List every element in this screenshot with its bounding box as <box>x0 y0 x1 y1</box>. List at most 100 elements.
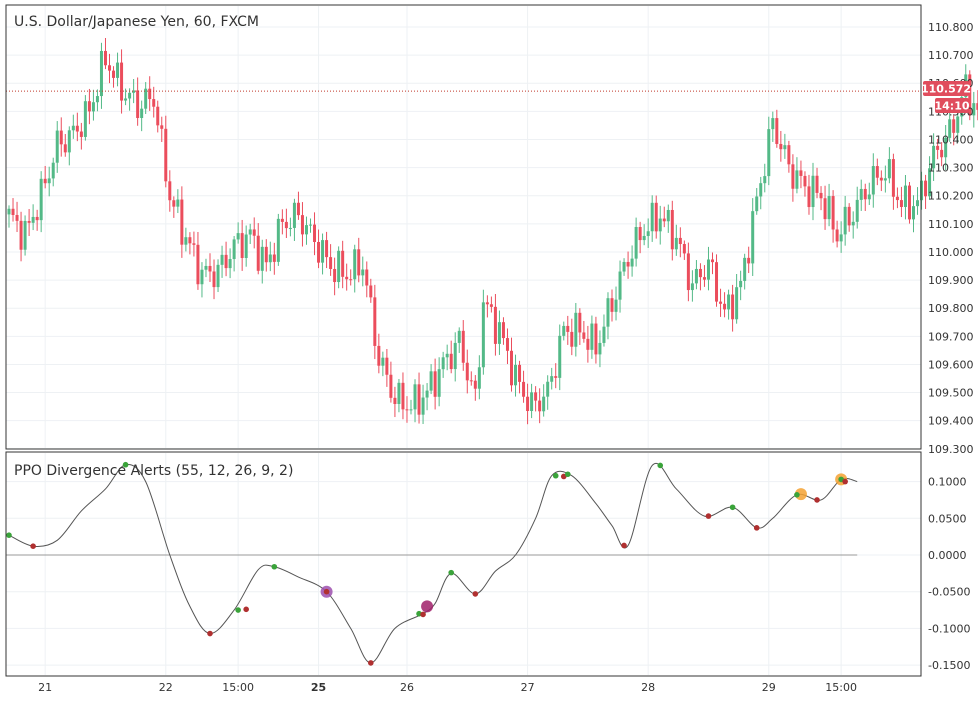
candle-body <box>956 116 960 133</box>
candle-body <box>815 175 819 193</box>
indicator-axis-tick: -0.1500 <box>928 659 970 672</box>
pivot-dot-red <box>323 588 330 595</box>
candle-body <box>296 202 300 216</box>
candle-body <box>437 369 441 397</box>
candle-body <box>972 103 976 116</box>
candle-body <box>425 390 429 398</box>
candle-body <box>630 258 634 267</box>
candle-body <box>79 131 83 137</box>
candle-body <box>903 185 907 207</box>
candle-body <box>369 285 373 298</box>
candle-body <box>441 357 445 370</box>
candle-body <box>554 376 558 378</box>
candle-body <box>421 397 425 415</box>
candle-body <box>164 128 168 182</box>
time-axis-tick: 15:00 <box>825 681 857 694</box>
candle-body <box>924 180 928 197</box>
candle-body <box>759 183 763 197</box>
candle-body <box>614 299 618 312</box>
candle-body <box>570 331 574 347</box>
candle-body <box>272 254 276 262</box>
candle-body <box>19 220 23 250</box>
candle-body <box>385 357 389 375</box>
candle-body <box>912 206 915 220</box>
price-axis-tick: 109.600 <box>928 358 974 371</box>
oscillator-layer <box>6 461 858 666</box>
candle-body <box>208 265 212 272</box>
pivot-dot-green <box>729 504 736 511</box>
candle-body <box>63 144 67 153</box>
price-axis-tick: 109.800 <box>928 302 974 315</box>
candle-body <box>775 118 779 144</box>
candle-body <box>156 106 160 126</box>
candle-body <box>59 130 63 145</box>
candle-body <box>747 257 751 264</box>
candle-body <box>168 181 172 201</box>
candle-body <box>686 253 690 291</box>
candle-body <box>698 268 702 278</box>
candles-layer <box>6 37 978 425</box>
candle-body <box>694 268 698 284</box>
candle-body <box>968 74 972 116</box>
candle-body <box>393 397 397 405</box>
candle-body <box>35 216 39 221</box>
indicator-title: PPO Divergence Alerts (55, 12, 26, 9, 2) <box>14 463 293 479</box>
candle-body <box>711 259 714 263</box>
candle-body <box>47 178 51 184</box>
price-axis-tick: 110.700 <box>928 49 974 62</box>
candle-body <box>936 145 940 150</box>
candle-body <box>204 265 208 270</box>
candle-body <box>871 166 875 195</box>
candle-body <box>550 376 554 382</box>
candle-body <box>256 235 260 271</box>
candle-body <box>51 162 55 179</box>
candle-body <box>501 322 505 339</box>
candle-body <box>658 218 662 232</box>
candle-body <box>538 400 542 412</box>
candle-body <box>176 199 180 207</box>
candle-body <box>715 262 719 302</box>
candle-body <box>642 235 646 241</box>
candle-body <box>361 269 365 276</box>
candle-body <box>819 192 823 199</box>
candle-body <box>160 125 164 129</box>
candle-body <box>690 283 694 291</box>
price-axis-tick: 110.200 <box>928 190 974 203</box>
candle-body <box>445 353 449 358</box>
candle-body <box>31 216 35 223</box>
price-axis-tick: 109.700 <box>928 330 974 343</box>
candle-body <box>288 227 292 229</box>
price-axis-tick: 109.400 <box>928 415 974 428</box>
candle-body <box>136 90 140 119</box>
candle-body <box>244 234 248 258</box>
candle-body <box>526 396 530 412</box>
pivot-dot-red <box>705 513 712 519</box>
candle-body <box>103 50 107 66</box>
candle-body <box>91 102 95 112</box>
candle-body <box>264 246 268 263</box>
candle-body <box>99 50 103 97</box>
candle-body <box>542 396 546 412</box>
candle-body <box>827 196 831 220</box>
candle-body <box>867 194 871 200</box>
candle-body <box>855 199 859 222</box>
candle-body <box>505 338 509 351</box>
candle-body <box>719 301 723 304</box>
candle-body <box>626 261 630 267</box>
candle-body <box>887 159 891 179</box>
candle-body <box>477 367 481 389</box>
candle-body <box>71 125 75 131</box>
candle-body <box>196 244 200 285</box>
candle-body <box>413 384 417 410</box>
candle-body <box>907 185 911 220</box>
candle-body <box>116 62 120 78</box>
ppo-line <box>8 462 858 664</box>
candle-body <box>944 137 948 158</box>
candle-body <box>731 294 735 320</box>
candle-body <box>879 177 883 181</box>
candle-body <box>895 196 899 201</box>
candle-body <box>843 206 847 235</box>
candle-body <box>292 202 296 228</box>
candle-body <box>228 259 232 269</box>
